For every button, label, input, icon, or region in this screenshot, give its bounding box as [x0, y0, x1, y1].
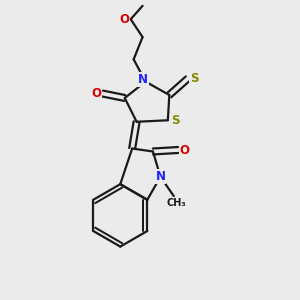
Text: N: N	[155, 170, 165, 183]
Text: S: S	[171, 114, 179, 127]
Text: S: S	[190, 72, 199, 85]
Text: O: O	[119, 13, 129, 26]
Text: O: O	[180, 143, 190, 157]
Text: CH₃: CH₃	[166, 198, 186, 208]
Text: O: O	[91, 87, 101, 100]
Text: N: N	[138, 73, 148, 86]
